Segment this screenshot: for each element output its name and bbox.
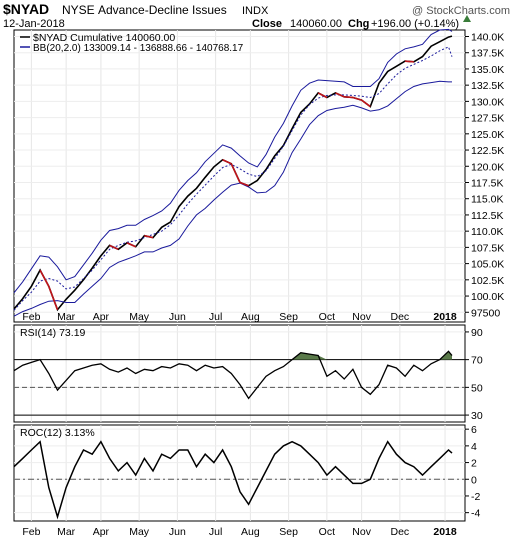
bottom-x-axis: Feb Mar Apr May Jun Jul Aug Sep Oct Nov Dec 2018 — [22, 526, 457, 538]
x-tick-label: Aug — [241, 526, 260, 538]
down-segment — [144, 234, 154, 239]
price-y-axis: 140.0K 137.5K 135.0K 132.5K 130.0K 127.5K 125.… — [465, 31, 504, 319]
x-tick-label: Aug — [241, 311, 260, 323]
price-x-axis: Feb Mar Apr May Jun Jul Aug Sep Oct Nov Dec 2018 — [22, 311, 457, 323]
x-tick-label: Nov — [352, 526, 371, 538]
x-tick-label: Feb — [22, 311, 40, 323]
x-tick-label: 2018 — [433, 526, 457, 538]
x-tick-label: Mar — [57, 526, 76, 538]
x-tick-label: May — [129, 526, 150, 538]
y-tick-label: 30 — [471, 410, 483, 422]
down-segment — [222, 159, 232, 165]
y-tick-label: 137.5K — [471, 48, 504, 60]
y-tick-label: 6 — [471, 424, 477, 436]
price-grid — [14, 30, 465, 322]
down-segment — [126, 242, 136, 248]
y-tick-label: 2 — [471, 458, 477, 470]
x-tick-label: Oct — [319, 311, 335, 323]
series-line-roc — [13, 440, 453, 520]
y-tick-label: -4 — [471, 508, 480, 520]
x-tick-label: Nov — [352, 311, 371, 323]
y-tick-label: 100.0K — [471, 291, 504, 303]
exchange-name: NYSE — [62, 3, 95, 17]
y-tick-label: 4 — [471, 441, 477, 453]
legend-roc: ROC(12) 3.13% — [20, 427, 95, 439]
y-tick-label: 112.5K — [471, 210, 504, 222]
y-tick-label: 110.0K — [471, 226, 504, 238]
roc-panel-frame — [13, 424, 466, 522]
close-value: 140060.00 — [290, 18, 342, 30]
y-tick-label: 132.5K — [471, 80, 504, 92]
rsi-series — [13, 350, 453, 400]
y-tick-label: 50 — [471, 382, 483, 394]
symbol-title: $NYAD — [3, 1, 49, 17]
symbol-description: Advance-Decline Issues — [98, 3, 227, 17]
x-tick-label: Oct — [319, 526, 335, 538]
down-segment — [109, 244, 119, 251]
rsi-panel-frame — [13, 324, 466, 423]
down-segment — [48, 286, 59, 310]
y-tick-label: 0 — [471, 474, 477, 486]
y-tick-label: 102.5K — [471, 275, 504, 287]
down-segment — [230, 163, 241, 183]
x-tick-label: Jul — [209, 526, 222, 538]
y-tick-label: 122.5K — [471, 145, 504, 157]
legend-rsi: RSI(14) 73.19 — [20, 327, 86, 339]
down-segment — [39, 269, 50, 287]
series-line-bb-upper — [13, 28, 453, 294]
down-segment — [317, 92, 328, 99]
up-arrow-icon — [463, 15, 471, 22]
y-tick-label: 120.0K — [471, 161, 504, 173]
legend-bb: BB(20,2.0) 133009.14 - 136888.66 - 14076… — [33, 43, 244, 54]
symbol-type: INDX — [242, 5, 269, 17]
x-tick-label: Apr — [93, 526, 110, 538]
x-tick-label: Feb — [22, 526, 40, 538]
y-tick-label: 115.0K — [471, 194, 504, 206]
down-segment — [344, 96, 353, 99]
down-segment — [352, 96, 362, 101]
rsi-y-axis: 90 70 50 30 — [465, 327, 483, 422]
x-tick-label: Jun — [169, 311, 186, 323]
down-segment — [361, 99, 371, 108]
y-tick-label: 105.0K — [471, 259, 504, 271]
x-tick-label: Apr — [93, 311, 110, 323]
x-tick-label: 2018 — [433, 311, 457, 323]
y-tick-label: 117.5K — [471, 177, 504, 189]
down-segment — [335, 92, 345, 98]
y-tick-label: 135.0K — [471, 64, 504, 76]
y-tick-label: 127.5K — [471, 113, 504, 125]
x-tick-label: Mar — [57, 311, 76, 323]
down-segment — [405, 60, 414, 63]
x-tick-label: Dec — [391, 526, 410, 538]
y-tick-label: -2 — [471, 491, 480, 503]
price-legend: $NYAD Cumulative 140060.00 BB(20,2.0) 13… — [20, 32, 244, 54]
x-tick-label: Sep — [279, 526, 298, 538]
y-tick-label: 107.5K — [471, 242, 504, 254]
x-tick-label: May — [129, 311, 150, 323]
legend-nyad: $NYAD Cumulative 140060.00 — [33, 32, 175, 44]
quote-date: 12-Jan-2018 — [3, 18, 65, 30]
x-tick-label: Dec — [391, 311, 410, 323]
price-series — [13, 28, 453, 317]
chg-value: +196.00 (+0.14%) — [371, 18, 459, 30]
y-tick-label: 90 — [471, 327, 483, 339]
y-tick-label: 97500 — [471, 307, 500, 319]
x-tick-label: Sep — [279, 311, 298, 323]
series-line-bb-middle — [13, 46, 453, 311]
roc-y-axis: 6 4 2 0 -2 -4 — [465, 424, 480, 520]
roc-series — [13, 440, 453, 520]
y-tick-label: 130.0K — [471, 96, 504, 108]
y-tick-label: 140.0K — [471, 31, 504, 43]
series-line-rsi — [13, 350, 453, 400]
x-tick-label: Jun — [169, 526, 186, 538]
x-tick-label: Jul — [209, 311, 222, 323]
close-label: Close — [252, 18, 282, 30]
y-tick-label: 70 — [471, 355, 483, 367]
y-tick-label: 125.0K — [471, 129, 504, 141]
down-segment — [239, 181, 249, 187]
chg-label: Chg — [348, 18, 369, 30]
series-line-bb-lower — [13, 80, 452, 317]
watermark: @ StockCharts.com — [412, 5, 510, 17]
